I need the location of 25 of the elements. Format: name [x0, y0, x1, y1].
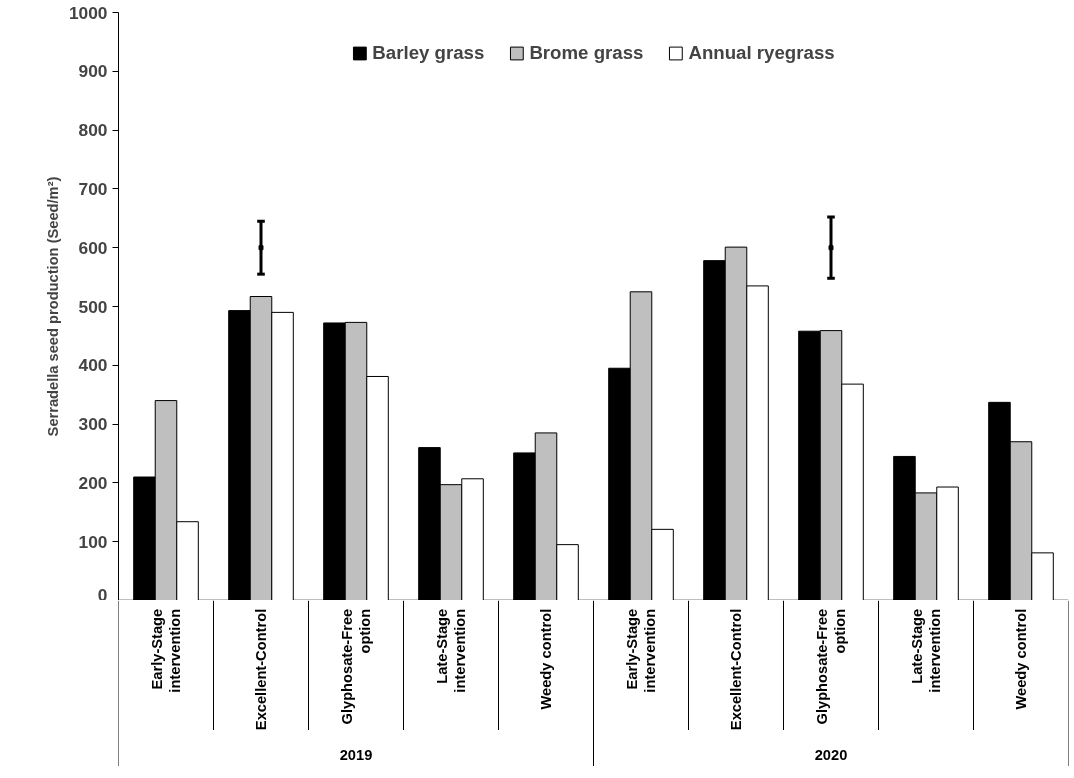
- y-tick-label: 700: [78, 178, 108, 199]
- x-tick-label: Weedy control: [1013, 608, 1029, 710]
- y-tick-label: 200: [78, 472, 108, 493]
- legend-label: Barley grass: [372, 42, 485, 64]
- legend-label: Brome grass: [529, 42, 644, 64]
- x-tick-label: Excellent-Control: [728, 608, 744, 731]
- y-tick-label: 300: [78, 414, 108, 435]
- x-tick-label: Early-Stage intervention: [149, 608, 183, 693]
- text: 2020: [814, 746, 848, 763]
- y-tick-label: 1000: [68, 2, 108, 23]
- text: 2019: [339, 746, 373, 763]
- y-axis-title: Serradella seed production (Seed/m²): [44, 176, 61, 437]
- y-tick-label: 100: [78, 531, 108, 552]
- x-tick-label: Excellent-Control: [253, 608, 269, 731]
- x-tick-label: Weedy control: [538, 608, 554, 710]
- x-tick-label: Early-Stage intervention: [624, 608, 658, 693]
- legend-label: Annual ryegrass: [688, 42, 835, 64]
- y-tick-label: 800: [78, 120, 108, 141]
- y-tick-label: 500: [78, 296, 108, 317]
- y-tick-label: 400: [78, 355, 108, 376]
- x-tick-label: Glyphosate-Free option: [339, 608, 373, 725]
- x-tick-label: Glyphosate-Free option: [814, 608, 848, 725]
- y-tick-label: 900: [78, 61, 108, 82]
- y-tick-label: 600: [78, 237, 108, 258]
- y-tick-label: 0: [97, 584, 108, 605]
